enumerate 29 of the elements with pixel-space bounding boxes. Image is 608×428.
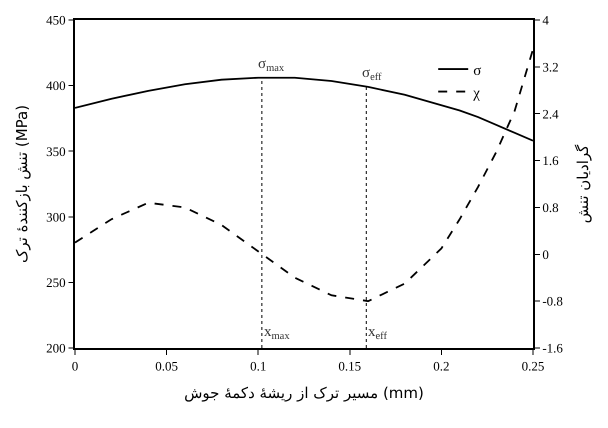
y2-tick-label: 4 [542,12,550,28]
y2-tick-label: 1.6 [542,153,560,168]
y-tick-label: 450 [46,12,66,28]
y-tick-label: 400 [46,78,66,94]
x-tick-label: 0.2 [433,358,450,374]
annotation: σ$_{max}$ [258,56,285,74]
annotation: σ$_{eff}$ [362,65,382,84]
y-tick-label: 350 [46,144,66,159]
ref-line-label: x$_{max}$ [264,324,290,342]
x-tick-label: 0.1 [250,358,266,374]
y2-axis-title: گرادیان تنش [574,144,592,224]
x-tick-label: 0.15 [338,358,362,374]
y2-tick-label: -1.6 [542,340,564,356]
y-tick-label: 250 [46,274,66,290]
legend-label: σ [473,62,482,79]
x-tick-label: 0.25 [522,358,544,374]
y2-tick-label: 0.8 [542,200,559,215]
y2-tick-label: 0 [542,246,549,262]
y-axis-title: تنش بازکنندهٔ ترک (MPa) [12,104,31,264]
x-tick-label: 0.05 [155,358,178,374]
y-tick-label: 200 [46,340,66,356]
x-axis-title: مسیر ترک از ریشهٔ دکمهٔ جوش (mm) [184,384,424,402]
y-tick-label: 300 [46,209,66,224]
y2-tick-label: 2.4 [542,106,560,122]
ref-line-label: x$_{eff}$ [368,324,388,342]
legend-label: χ [472,85,480,102]
y2-tick-label: -0.8 [542,294,563,309]
x-tick-label: 0 [72,358,78,374]
y2-tick-label: 3.2 [542,59,559,74]
